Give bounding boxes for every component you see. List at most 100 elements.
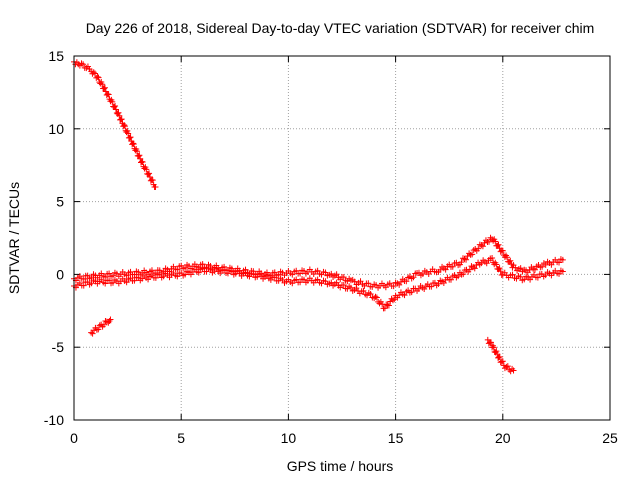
y-tick-label: 10 — [48, 121, 64, 137]
data-point — [360, 287, 367, 294]
data-point — [419, 271, 426, 278]
data-point — [322, 278, 329, 285]
data-point — [102, 273, 109, 280]
data-point — [371, 295, 378, 302]
data-point — [493, 348, 500, 355]
data-point — [410, 274, 417, 281]
data-point — [401, 292, 408, 299]
x-tick-label: 15 — [388, 430, 404, 446]
data-point — [322, 269, 329, 276]
y-tick-label: 15 — [48, 48, 64, 64]
data-point — [531, 266, 538, 273]
data-point — [390, 283, 397, 290]
y-tick-label: -5 — [52, 339, 65, 355]
data-point — [95, 326, 102, 333]
data-point — [105, 91, 112, 98]
data-point — [372, 293, 379, 300]
data-point — [499, 247, 506, 254]
data-point — [80, 61, 87, 68]
data-point — [129, 140, 136, 147]
data-point — [90, 69, 97, 76]
data-point — [116, 112, 123, 119]
data-point — [263, 272, 270, 279]
x-tick-label: 10 — [281, 430, 297, 446]
data-point — [94, 73, 101, 80]
data-point — [297, 270, 304, 277]
data-point — [539, 263, 546, 270]
data-point — [466, 250, 473, 257]
data-point — [143, 166, 150, 173]
data-point — [556, 270, 563, 277]
data-point — [559, 268, 566, 275]
data-point — [403, 278, 410, 285]
data-point — [347, 284, 354, 291]
data-point — [479, 243, 486, 250]
data-point — [121, 123, 128, 130]
data-point — [96, 322, 103, 329]
data-point — [449, 263, 456, 270]
data-point — [488, 339, 495, 346]
data-point — [228, 268, 235, 275]
data-point — [99, 81, 106, 88]
data-point — [389, 297, 396, 304]
data-point — [437, 266, 444, 273]
data-point — [328, 270, 335, 277]
data-point — [373, 294, 380, 301]
data-point — [383, 301, 390, 308]
data-point — [440, 279, 447, 286]
data-point — [367, 290, 374, 297]
data-point — [80, 282, 87, 289]
data-point — [112, 106, 119, 113]
data-point — [250, 271, 257, 278]
data-point — [493, 261, 500, 268]
data-point — [421, 285, 428, 292]
data-point — [136, 152, 143, 159]
data-point — [182, 271, 189, 278]
data-point — [89, 330, 96, 337]
data-point — [483, 260, 490, 267]
data-point — [174, 266, 181, 273]
data-point — [103, 318, 110, 325]
plot-frame — [73, 55, 611, 421]
data-point — [455, 273, 462, 280]
data-point — [195, 269, 202, 276]
data-point — [460, 271, 467, 278]
data-point — [92, 70, 99, 77]
data-point — [340, 281, 347, 288]
data-point — [80, 276, 87, 283]
data-point — [106, 277, 113, 284]
data-point — [199, 265, 206, 272]
data-point — [101, 85, 108, 92]
data-point — [376, 300, 383, 307]
data-point — [492, 238, 499, 245]
data-point — [124, 127, 131, 134]
ticks: 0 5 10 15 20 25 -10 -5 0 5 10 15 — [44, 48, 618, 446]
series-descending-arc — [71, 58, 159, 191]
series-late-low-arc — [484, 336, 517, 375]
data-point — [495, 241, 502, 248]
y-tick-label: 0 — [56, 266, 64, 282]
data-point — [466, 266, 473, 273]
grid — [74, 56, 610, 420]
data-point — [126, 134, 133, 141]
data-point — [333, 279, 340, 286]
data-point — [517, 273, 524, 280]
data-point — [174, 273, 181, 280]
data-point — [271, 274, 278, 281]
data-point — [118, 116, 125, 123]
data-point — [391, 296, 398, 303]
data-point — [470, 247, 477, 254]
data-point — [115, 109, 122, 116]
data-point — [556, 259, 563, 266]
data-point — [131, 277, 138, 284]
data-point — [489, 255, 496, 262]
data-point — [340, 274, 347, 281]
data-point — [507, 257, 514, 264]
x-axis-label: GPS time / hours — [287, 458, 394, 474]
y-tick-label: 5 — [56, 194, 64, 210]
data-point — [408, 289, 415, 296]
x-tick-label: 5 — [177, 430, 185, 446]
data-point — [365, 280, 372, 287]
data-point — [428, 283, 435, 290]
